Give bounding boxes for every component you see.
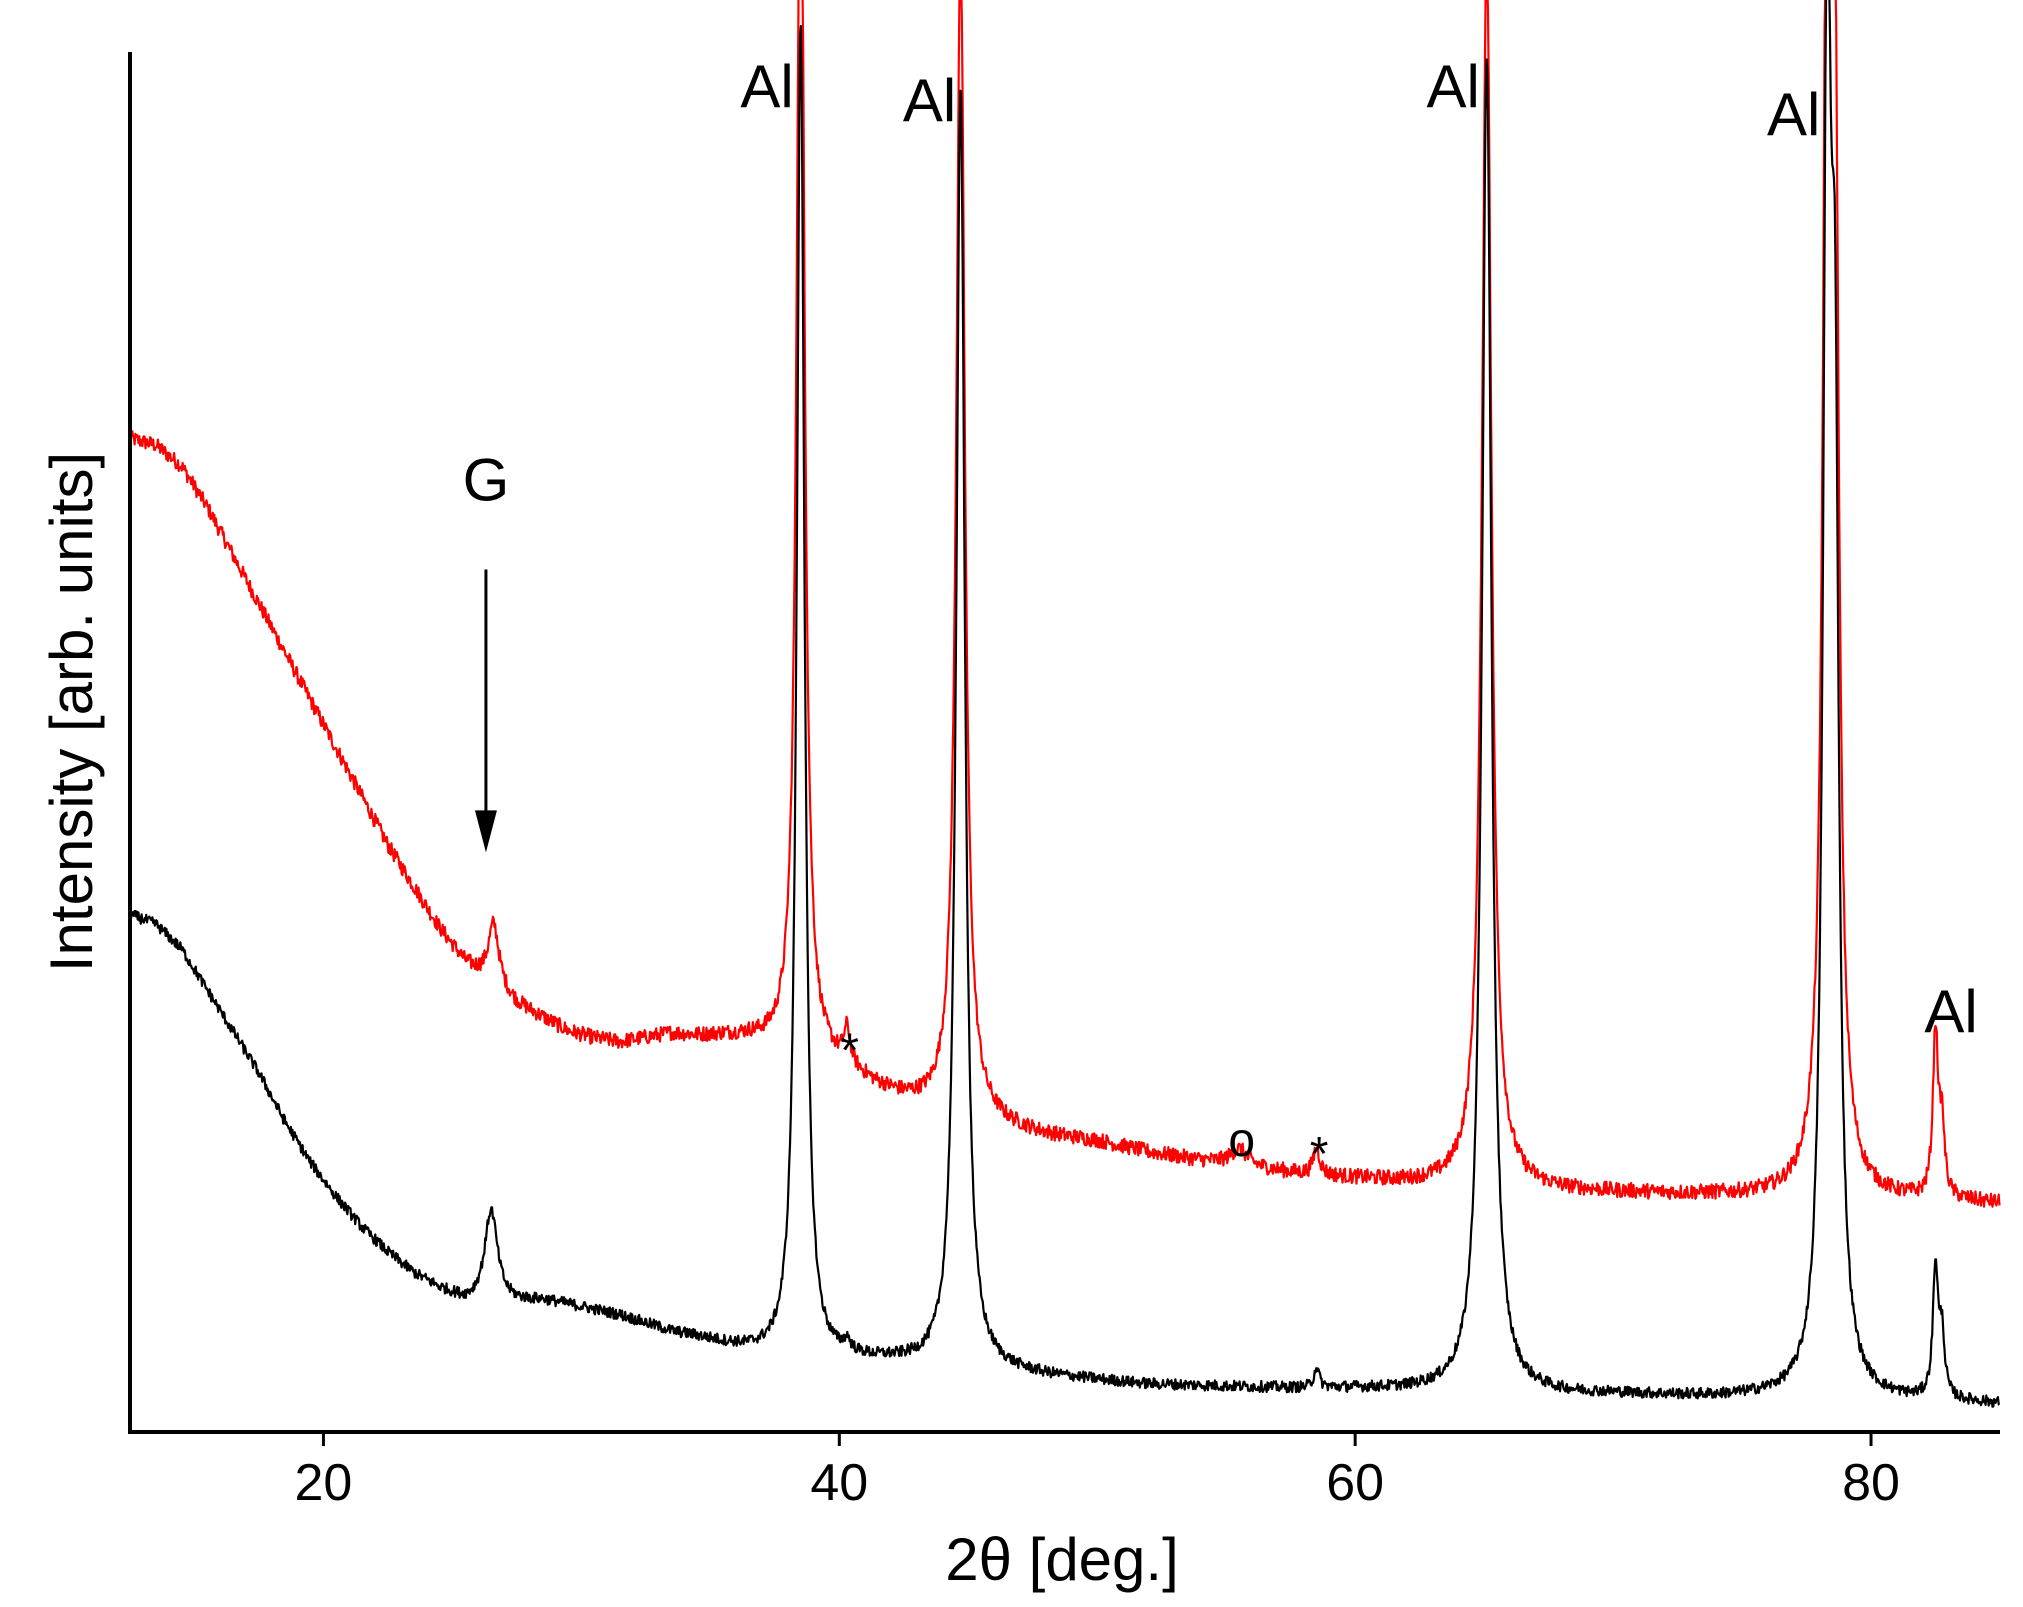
annotation-4: Al — [1924, 978, 1977, 1045]
annotation-8: * — [1310, 1128, 1329, 1181]
series-line-upper-red — [128, 0, 2001, 1208]
annotation-3: Al — [1767, 81, 1820, 148]
x-tick-label-20: 20 — [295, 1454, 353, 1512]
x-tick-label-60: 60 — [1326, 1454, 1384, 1512]
annotation-0: Al — [740, 53, 793, 120]
x-tick-label-40: 40 — [810, 1454, 868, 1512]
y-axis-title: Intensity [arb. units] — [38, 452, 105, 972]
series-layer — [128, 0, 2001, 1408]
x-tick-label-80: 80 — [1842, 1454, 1900, 1512]
annotation-7: o — [1228, 1114, 1255, 1167]
axes-layer — [128, 52, 2000, 1434]
arrow-down-icon — [474, 810, 497, 853]
annotation-layer: Al Al Al Al Al G * o * — [463, 53, 1978, 1181]
ticks-layer: 20 40 60 80 — [295, 1432, 1900, 1512]
series-line-lower-black — [128, 0, 2001, 1408]
annotation-5: G — [463, 447, 510, 514]
annotation-1: Al — [903, 67, 956, 134]
x-axis-title: 2θ [deg.] — [945, 1526, 1179, 1593]
annotation-6: * — [840, 1024, 859, 1077]
annotation-2: Al — [1427, 53, 1480, 120]
